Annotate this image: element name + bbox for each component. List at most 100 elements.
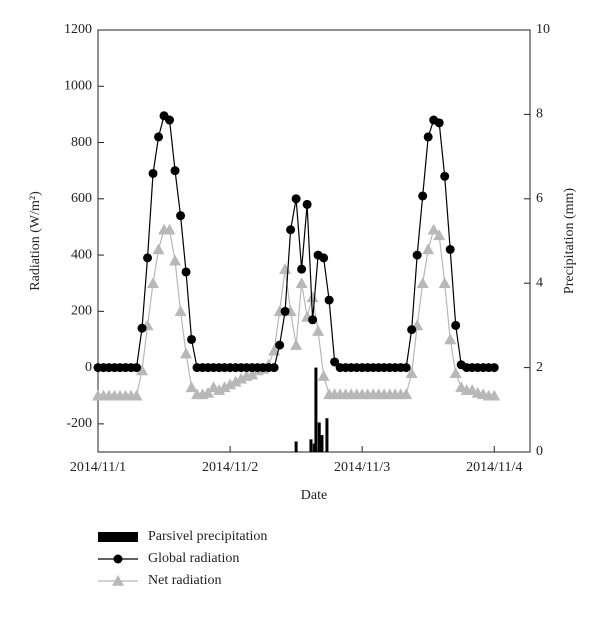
y-tick-label: 1200 — [64, 22, 92, 37]
legend-label: Parsivel precipitation — [148, 529, 267, 544]
series-marker — [412, 250, 422, 260]
series-marker — [306, 291, 319, 303]
precip-bar — [294, 441, 298, 452]
series-marker — [132, 363, 142, 373]
series-marker — [434, 118, 444, 128]
y-tick-label: 200 — [71, 304, 92, 319]
series-marker — [170, 166, 180, 176]
y2-axis-label: Precipitation (mm) — [562, 188, 577, 294]
series-marker — [147, 277, 160, 288]
series-marker — [400, 388, 413, 400]
x-axis-label: Date — [301, 488, 327, 503]
series-marker — [180, 347, 193, 359]
series-marker — [291, 194, 301, 204]
y2-tick-label: 0 — [536, 444, 543, 459]
series-marker — [218, 381, 231, 393]
series-marker — [407, 325, 417, 335]
series-marker — [181, 267, 191, 277]
series-marker — [148, 168, 158, 178]
series-marker — [433, 229, 446, 241]
series-marker — [449, 367, 462, 379]
legend-label: Global radiation — [148, 551, 239, 566]
legend-marker — [112, 575, 124, 586]
series-marker — [187, 334, 197, 344]
series-marker — [418, 191, 428, 201]
precip-bar — [309, 439, 313, 452]
series-marker — [319, 253, 329, 263]
series-marker — [143, 253, 153, 263]
x-tick-label: 2014/11/4 — [466, 460, 522, 475]
series-marker — [295, 277, 308, 288]
series-marker — [213, 384, 226, 395]
legend-swatch — [98, 532, 138, 542]
series-marker — [154, 132, 164, 142]
y-tick-label: 600 — [71, 191, 92, 206]
y-tick-label: -200 — [66, 416, 92, 431]
series-marker — [451, 320, 461, 330]
series-marker — [427, 223, 440, 235]
series-marker — [422, 243, 435, 255]
series-marker — [444, 333, 457, 345]
y-tick-label: 0 — [85, 360, 92, 375]
y2-tick-label: 4 — [536, 275, 543, 290]
series-marker — [423, 132, 433, 142]
series-marker — [290, 339, 303, 350]
series-line — [98, 114, 495, 369]
y2-tick-label: 2 — [536, 360, 543, 375]
x-tick-label: 2014/11/3 — [334, 460, 390, 475]
series-marker — [137, 323, 147, 333]
series-line — [98, 228, 495, 397]
y-axis-label: Radiation (W/m²) — [28, 191, 43, 291]
series-marker — [401, 363, 411, 373]
series-marker — [330, 357, 340, 367]
x-tick-label: 2014/11/1 — [70, 460, 126, 475]
series-marker — [246, 368, 259, 380]
precip-bar — [325, 418, 329, 452]
series-marker — [297, 264, 307, 274]
series-marker — [163, 223, 176, 235]
series-marker — [416, 277, 429, 288]
series-marker — [279, 263, 292, 274]
series-marker — [308, 315, 318, 325]
y2-tick-label: 6 — [536, 191, 543, 206]
series-marker — [488, 389, 501, 401]
y-tick-label: 1000 — [64, 78, 92, 93]
series-marker — [152, 243, 165, 255]
y-tick-label: 400 — [71, 247, 92, 262]
y2-tick-label: 8 — [536, 107, 543, 122]
series-marker — [489, 363, 499, 373]
series-marker — [202, 386, 215, 398]
series-marker — [130, 389, 143, 401]
series-marker — [302, 199, 312, 209]
series-marker — [136, 364, 149, 376]
precip-bar — [320, 435, 324, 452]
legend-label: Net radiation — [148, 573, 221, 588]
series-marker — [312, 325, 325, 336]
series-marker — [185, 381, 198, 393]
series-marker — [317, 370, 330, 381]
series-marker — [405, 367, 418, 379]
precip-bar — [312, 443, 316, 452]
series-marker — [286, 225, 296, 235]
y-tick-label: 800 — [71, 135, 92, 150]
series-marker — [324, 295, 334, 305]
series-marker — [174, 305, 187, 317]
x-tick-label: 2014/11/2 — [202, 460, 258, 475]
series-marker — [235, 372, 248, 384]
series-marker — [445, 244, 455, 254]
series-marker — [165, 115, 175, 125]
series-marker — [438, 277, 451, 288]
precip-bar — [317, 422, 321, 452]
series-marker — [229, 375, 242, 387]
series-marker — [275, 340, 285, 350]
precip-bar — [314, 367, 318, 452]
series-marker — [440, 171, 450, 181]
y2-tick-label: 10 — [536, 22, 550, 37]
series-marker — [176, 211, 186, 221]
series-marker — [280, 306, 290, 316]
legend-marker — [113, 554, 123, 564]
series-marker — [224, 378, 237, 390]
series-marker — [169, 254, 182, 266]
series-marker — [269, 363, 279, 373]
